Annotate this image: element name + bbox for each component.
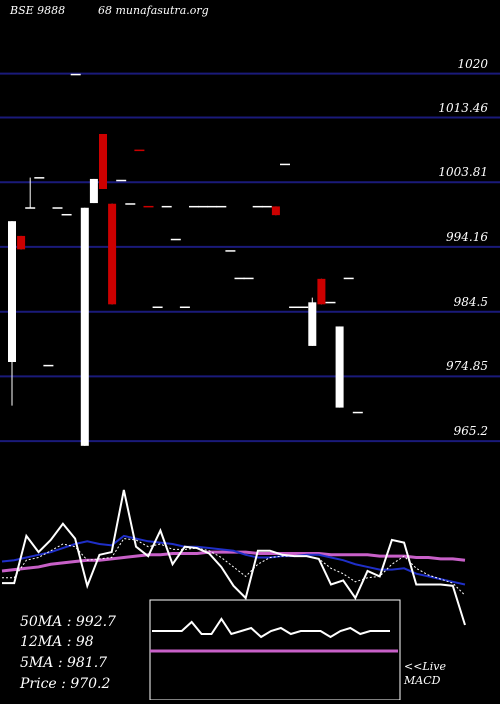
- candle-dash: [343, 277, 354, 280]
- stat-price: Price : 970.2: [20, 676, 110, 692]
- candle-body: [99, 134, 107, 189]
- candle-body: [17, 235, 26, 250]
- candle-body: [8, 221, 16, 362]
- candle-dash: [325, 301, 336, 304]
- candle-dash: [280, 163, 290, 166]
- y-tick-label: 974.85: [446, 359, 488, 374]
- ma-fast-line: [1, 534, 466, 586]
- site-label: 68 munafasutra.org: [98, 4, 209, 17]
- candle-body: [108, 203, 117, 305]
- candle-dash: [198, 205, 209, 208]
- stat-12ma-label: 12MA: [20, 634, 63, 650]
- y-tick-label: 965.2: [453, 424, 488, 439]
- candle-dash: [298, 306, 309, 309]
- macd-title: MACD: [404, 674, 441, 687]
- candle-dash: [152, 306, 163, 309]
- candle-dash: [234, 277, 245, 280]
- y-tick-label: 1003.81: [438, 165, 488, 180]
- candle-dash: [252, 205, 263, 208]
- candle-dash: [43, 364, 54, 367]
- candle-dash: [61, 213, 72, 216]
- stat-5ma: 5MA : 981.7: [20, 655, 107, 671]
- y-tick-label: 1013.46: [438, 100, 488, 115]
- candle-dash: [189, 205, 199, 208]
- candle-dash: [352, 411, 363, 414]
- exchange-label: BSE 9888: [10, 4, 66, 17]
- candle-dash: [289, 306, 300, 309]
- stat-50ma-value: : 992.7: [66, 614, 116, 630]
- candle-dash: [70, 73, 81, 76]
- candle-dash: [25, 207, 36, 209]
- candle-dash: [179, 306, 190, 309]
- stat-5ma-value: : 981.7: [57, 655, 108, 671]
- macd-live-link[interactable]: <<Live: [404, 660, 446, 673]
- candle-dash: [170, 238, 181, 241]
- candle-body: [308, 302, 317, 346]
- y-tick-label: 994.16: [446, 229, 488, 244]
- stat-price-value: : 970.2: [61, 676, 111, 692]
- stat-12ma: 12MA : 98: [20, 634, 94, 650]
- candle-body: [80, 207, 89, 446]
- ma-slow-line: [1, 550, 466, 573]
- stat-5ma-label: 5MA: [20, 655, 54, 671]
- candle-dash: [207, 205, 218, 208]
- candle-body: [89, 178, 98, 204]
- candle-dash: [143, 205, 154, 208]
- y-tick-label: 984.5: [453, 294, 488, 309]
- candle-dash: [261, 205, 272, 208]
- stat-50ma-label: 50MA: [20, 614, 63, 630]
- candle-body: [271, 206, 280, 216]
- candle-dash: [125, 203, 136, 205]
- candle-dash: [52, 207, 63, 209]
- y-tick-label: 1020: [457, 56, 488, 71]
- macd-line: [152, 617, 390, 639]
- candle-dash: [116, 179, 127, 182]
- candle-dash: [134, 149, 145, 152]
- candle-dash: [216, 205, 227, 208]
- candle-body: [317, 278, 326, 305]
- stat-12ma-value: : 98: [66, 634, 94, 650]
- candle-dash: [34, 177, 45, 179]
- candle-dash: [225, 250, 236, 252]
- candle-body: [335, 326, 344, 408]
- candle-dash: [243, 277, 254, 280]
- price-line: [2, 489, 466, 626]
- candle-dash: [161, 205, 172, 208]
- stat-price-label: Price: [20, 676, 57, 692]
- stat-50ma: 50MA : 992.7: [20, 614, 116, 630]
